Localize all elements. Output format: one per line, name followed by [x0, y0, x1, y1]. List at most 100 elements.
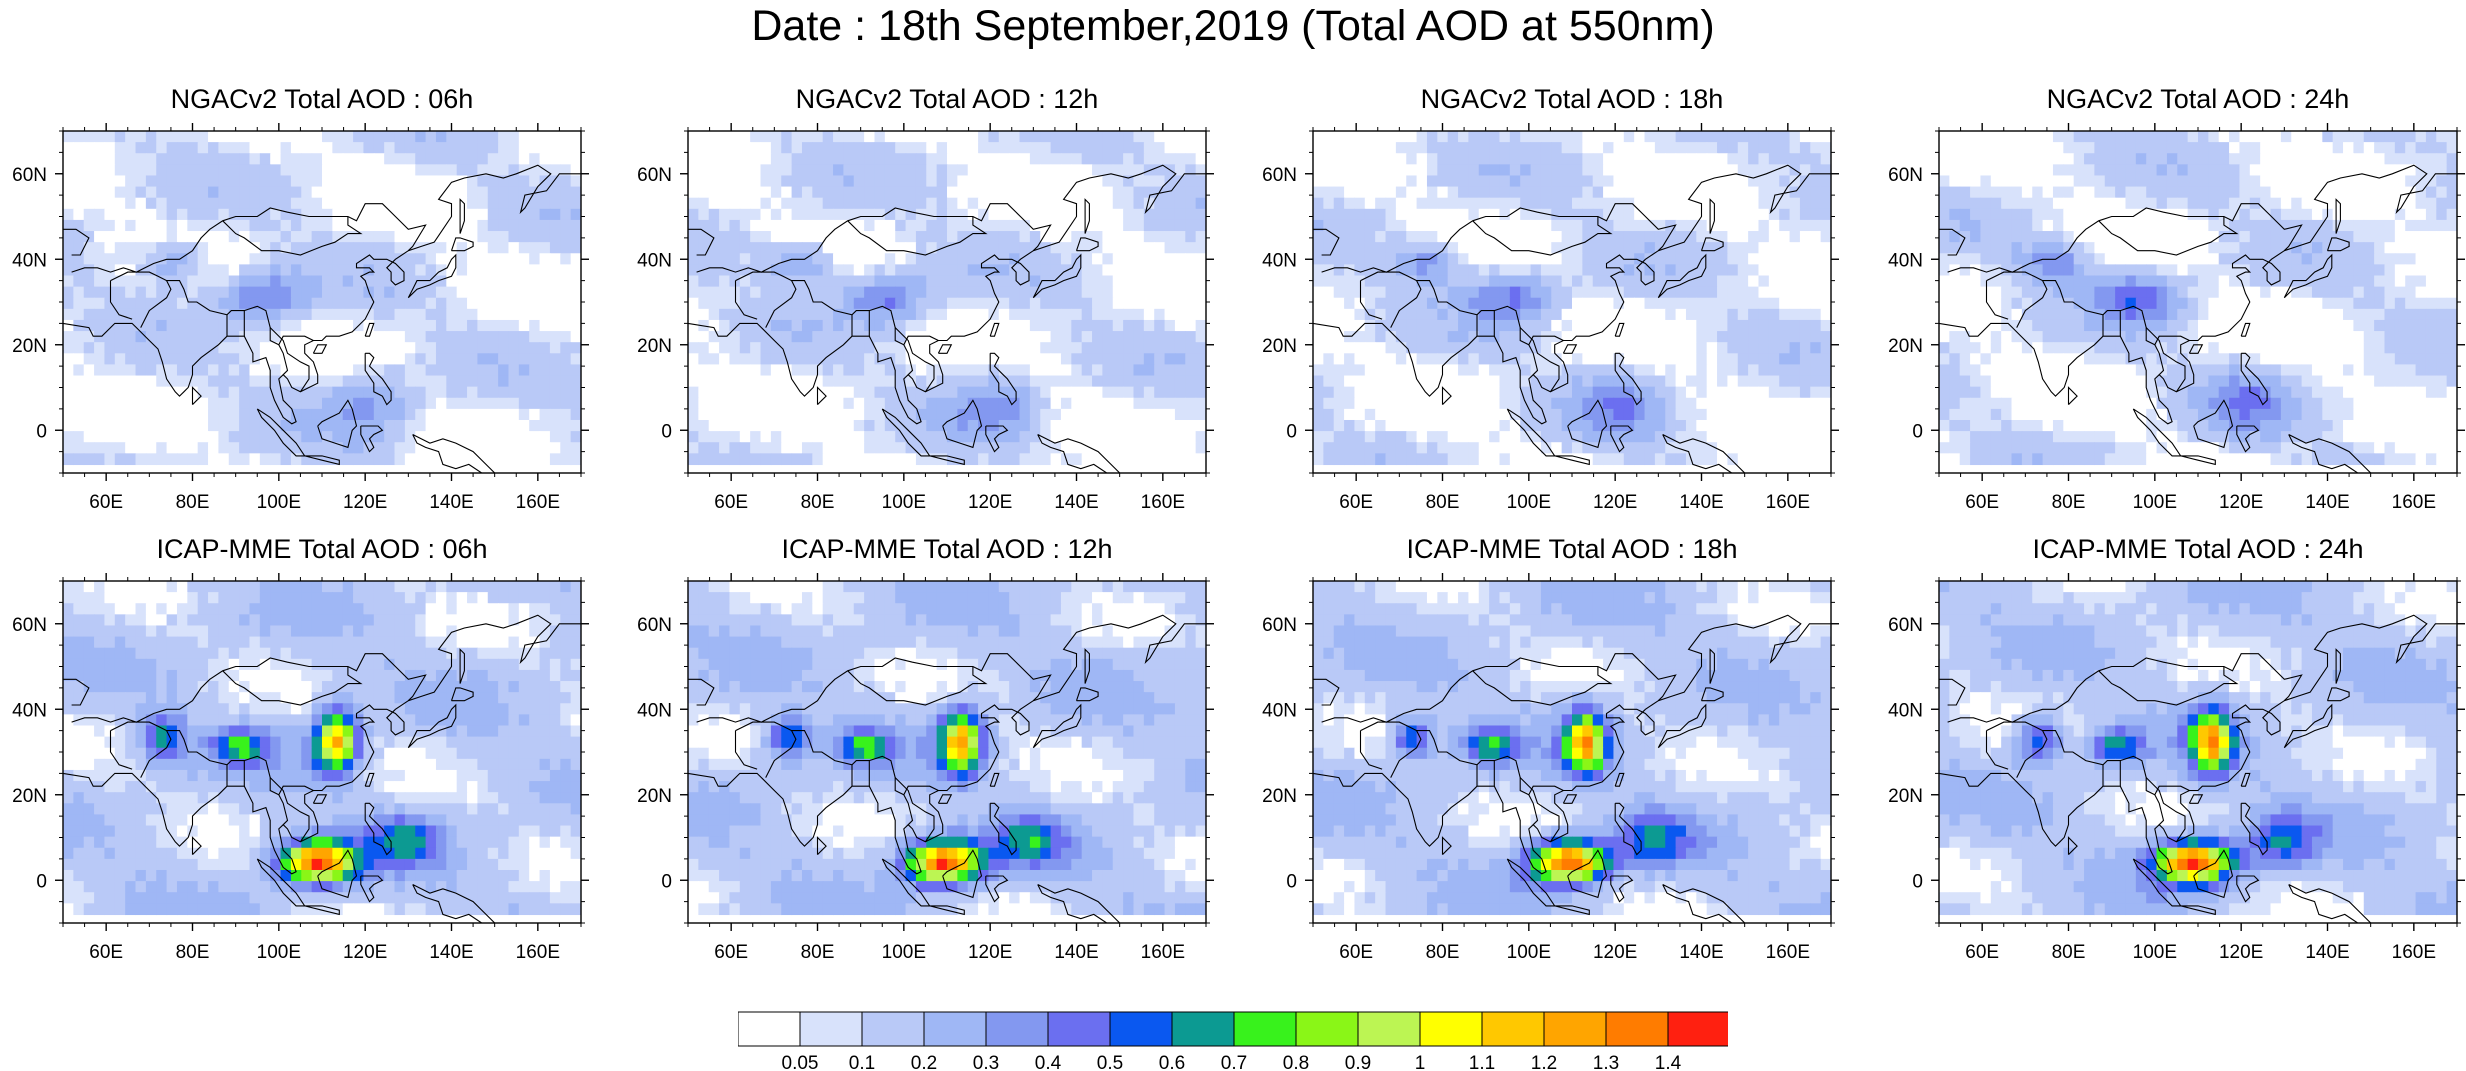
lat-tick-label: 60N	[1262, 615, 1297, 636]
lon-tick-label: 140E	[429, 942, 473, 963]
lat-tick-label: 0	[661, 871, 672, 892]
lat-tick-label: 60N	[1888, 615, 1923, 636]
coastlines	[1313, 614, 1831, 923]
lat-tick-label: 0	[1286, 871, 1297, 892]
map-panel-ngac-12: NGACv2 Total AOD : 12h 60E 80E 100E 120E 140E…	[625, 83, 1225, 513]
lon-tick-label: 140E	[429, 492, 473, 513]
lon-tick-label: 160E	[1141, 942, 1185, 963]
lon-tick-label: 160E	[1766, 942, 1810, 963]
colorbar-label: 0.05	[782, 1053, 819, 1071]
map-panel-icap-12: ICAP-MME Total AOD : 12h 60E 80E 100E 120E 14…	[625, 533, 1225, 963]
lon-tick-label: 80E	[176, 942, 210, 963]
lon-tick-label: 80E	[801, 942, 835, 963]
map-plot: 60E 80E 100E 120E 140E 160E 60N 40N 20N 0	[12, 573, 589, 963]
map-panel-icap-06: ICAP-MME Total AOD : 06h 60E 80E 100E 120E 14…	[0, 533, 600, 963]
lon-tick-label: 100E	[2133, 942, 2177, 963]
lon-tick-label: 80E	[2052, 492, 2086, 513]
lon-tick-label: 100E	[882, 942, 926, 963]
map-panel-ngac-18: NGACv2 Total AOD : 18h 60E 80E 100E 120E 140E…	[1250, 83, 1850, 513]
aod-field	[688, 581, 1206, 916]
colorbar-swatch	[1171, 1011, 1235, 1047]
panel-title: ICAP-MME Total AOD : 06h	[156, 534, 488, 564]
lat-tick-label: 20N	[1262, 786, 1297, 807]
lon-tick-label: 160E	[516, 942, 560, 963]
figure-title: Date : 18th September,2019 (Total AOD at…	[751, 2, 1715, 50]
lon-tick-label: 120E	[968, 942, 1012, 963]
lat-tick-label: 60N	[1262, 165, 1297, 186]
lat-tick-label: 20N	[1888, 336, 1923, 357]
colorbar-swatch	[1295, 1011, 1359, 1047]
lon-tick-label: 100E	[882, 492, 926, 513]
lon-tick-label: 160E	[2392, 942, 2436, 963]
colorbar-swatch	[1481, 1011, 1545, 1047]
lon-tick-label: 120E	[1593, 942, 1637, 963]
lon-tick-label: 80E	[801, 492, 835, 513]
lon-tick-label: 100E	[257, 942, 301, 963]
lat-tick-label: 60N	[637, 165, 672, 186]
lon-tick-label: 60E	[89, 942, 123, 963]
coastlines	[688, 164, 1206, 473]
lat-tick-label: 60N	[12, 615, 47, 636]
colorbar-label: 0.8	[1283, 1053, 1309, 1071]
panel-title: NGACv2 Total AOD : 18h	[1420, 84, 1724, 114]
colorbar-label: 0.3	[973, 1053, 999, 1071]
lon-tick-label: 160E	[1766, 492, 1810, 513]
lon-tick-label: 100E	[1507, 492, 1551, 513]
colorbar-label: 1.3	[1593, 1053, 1619, 1071]
lon-tick-label: 120E	[968, 492, 1012, 513]
lat-tick-label: 40N	[1262, 700, 1297, 721]
aod-field	[63, 131, 581, 466]
lon-tick-label: 60E	[714, 942, 748, 963]
colorbar-label: 0.7	[1221, 1053, 1247, 1071]
colorbar-swatch	[1109, 1011, 1173, 1047]
map-panel-icap-18: ICAP-MME Total AOD : 18h 60E 80E 100E 120E 14…	[1250, 533, 1850, 963]
map-plot: 60E 80E 100E 120E 140E 160E 60N 40N 20N 0	[1888, 573, 2465, 963]
lon-tick-label: 60E	[89, 492, 123, 513]
map-plot: 60E 80E 100E 120E 140E 160E 60N 40N 20N 0	[12, 123, 589, 513]
colorbar-swatch	[799, 1011, 863, 1047]
colorbar-label: 1.4	[1655, 1053, 1682, 1071]
coastlines	[63, 164, 581, 473]
lat-tick-label: 40N	[12, 250, 47, 271]
lon-tick-label: 60E	[1965, 492, 1999, 513]
panel-title: ICAP-MME Total AOD : 24h	[2032, 534, 2364, 564]
map-plot: 60E 80E 100E 120E 140E 160E 60N 40N 20N 0	[637, 573, 1214, 963]
lon-tick-label: 160E	[2392, 492, 2436, 513]
colorbar-swatch	[1605, 1011, 1669, 1047]
lat-tick-label: 20N	[637, 786, 672, 807]
lat-tick-label: 20N	[1262, 336, 1297, 357]
lon-tick-label: 80E	[1426, 942, 1460, 963]
map-panel-icap-24: ICAP-MME Total AOD : 24h 60E 80E 100E 120E 14…	[1876, 533, 2466, 963]
map-plot: 60E 80E 100E 120E 140E 160E 60N 40N 20N 0	[1262, 123, 1839, 513]
lon-tick-label: 140E	[1054, 942, 1098, 963]
lon-tick-label: 100E	[2133, 492, 2177, 513]
colorbar-swatch	[1543, 1011, 1607, 1047]
lon-tick-label: 60E	[1339, 942, 1373, 963]
map-plot: 60E 80E 100E 120E 140E 160E 60N 40N 20N 0	[1888, 123, 2465, 513]
coastlines	[1939, 164, 2457, 473]
lon-tick-label: 140E	[1679, 942, 1723, 963]
aod-field	[688, 131, 1206, 466]
lon-tick-label: 140E	[2305, 942, 2349, 963]
lat-tick-label: 40N	[637, 700, 672, 721]
colorbar-swatch	[861, 1011, 925, 1047]
colorbar-label: 0.9	[1345, 1053, 1371, 1071]
aod-field	[1313, 581, 1831, 916]
map-panel-ngac-24: NGACv2 Total AOD : 24h 60E 80E 100E 120E 140E…	[1876, 83, 2466, 513]
colorbar-label: 0.1	[849, 1053, 875, 1071]
colorbar-swatch	[985, 1011, 1049, 1047]
aod-field	[1313, 131, 1831, 466]
lon-tick-label: 120E	[1593, 492, 1637, 513]
lat-tick-label: 0	[1286, 421, 1297, 442]
coastlines	[688, 614, 1206, 923]
lon-tick-label: 100E	[1507, 942, 1551, 963]
colorbar-label: 0.6	[1159, 1053, 1185, 1071]
aod-field	[1939, 581, 2457, 916]
colorbar-swatch	[738, 1011, 801, 1047]
lon-tick-label: 80E	[2052, 942, 2086, 963]
lat-tick-label: 0	[661, 421, 672, 442]
colorbar-swatch	[923, 1011, 987, 1047]
lon-tick-label: 120E	[2219, 942, 2263, 963]
lat-tick-label: 0	[36, 871, 47, 892]
lat-tick-label: 40N	[1888, 250, 1923, 271]
